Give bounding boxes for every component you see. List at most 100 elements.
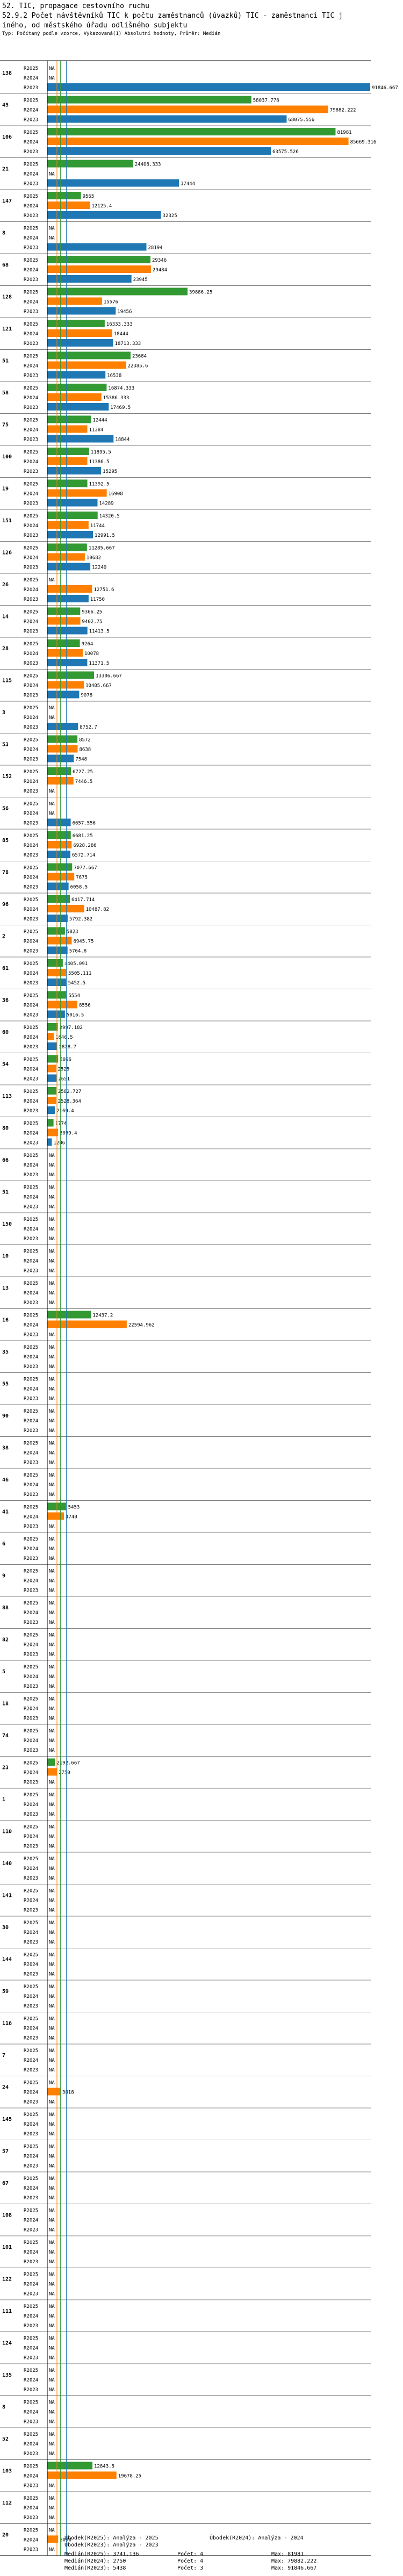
na-label: NA [49, 2323, 55, 2329]
group-label: 141 [2, 1893, 12, 1899]
series-label: R2024 [24, 1451, 38, 1456]
bar-value-label: 2192.667 [56, 1761, 80, 1766]
series-label: R2025 [24, 674, 38, 679]
bar [47, 307, 116, 315]
group-label: 128 [2, 294, 12, 300]
series-label: R2023 [24, 1269, 38, 1274]
na-label: NA [49, 2282, 55, 2287]
bar-value-label: 13306.667 [96, 674, 122, 679]
bar [47, 553, 85, 561]
series-label: R2023 [24, 821, 38, 826]
na-label: NA [49, 2154, 55, 2160]
na-label: NA [49, 1300, 55, 1306]
series-label: R2025 [24, 1441, 38, 1447]
series-label: R2025 [24, 1121, 38, 1127]
bar [47, 479, 88, 487]
series-label: R2025 [24, 226, 38, 232]
na-label: NA [49, 2196, 55, 2201]
bar-value-label: 6681.25 [73, 833, 93, 839]
na-label: NA [49, 1185, 55, 1191]
bar [47, 531, 93, 538]
group-label: 144 [2, 1957, 12, 1963]
na-label: NA [49, 2451, 55, 2457]
na-label: NA [49, 2410, 55, 2415]
series-label: R2023 [24, 2260, 38, 2265]
bar-value-label: 2528.364 [58, 1099, 81, 1104]
group-label: 121 [2, 326, 12, 332]
bar [47, 297, 102, 305]
series-label: R2025 [24, 1345, 38, 1350]
group-label: 110 [2, 1829, 12, 1835]
bar [47, 371, 106, 379]
bar-value-label: 9565 [83, 194, 95, 199]
bar [47, 735, 78, 743]
series-label: R2024 [24, 1994, 38, 1999]
bar-value-label: 11371.5 [89, 661, 109, 666]
bar-value-label: 12444 [92, 418, 107, 423]
series-label: R2023 [24, 1684, 38, 1689]
bar [47, 639, 80, 647]
series-label: R2025 [24, 2017, 38, 2022]
bar-value-label: 29484 [153, 268, 167, 273]
na-label: NA [49, 1333, 55, 1338]
na-label: NA [49, 2336, 55, 2342]
na-label: NA [49, 1345, 55, 1350]
bar [47, 489, 107, 497]
bar [47, 96, 251, 104]
series-label: R2023 [24, 1492, 38, 1498]
group-label: 150 [2, 1221, 12, 1227]
bar-value-label: 28194 [148, 246, 162, 251]
bar-value-label: 7077.667 [74, 866, 97, 871]
group-label: 103 [2, 2469, 12, 2474]
series-label: R2023 [24, 917, 38, 922]
na-label: NA [49, 1460, 55, 1466]
group-label: 1 [2, 1797, 5, 1803]
bar-value-label: 15295 [103, 469, 117, 474]
series-label: R2025 [24, 1313, 38, 1319]
na-label: NA [49, 1556, 55, 1562]
series-label: R2024 [24, 523, 38, 529]
median-2025: Medián(R2025): 3741.136 [64, 2551, 139, 2557]
series-label: R2024 [24, 1674, 38, 1680]
bar-value-label: 5554 [68, 994, 80, 999]
bar [47, 723, 78, 730]
series-label: R2023 [24, 1077, 38, 1082]
bar-value-label: 5764.8 [69, 949, 87, 954]
na-label: NA [49, 1409, 55, 1414]
na-label: NA [49, 1153, 55, 1159]
na-label: NA [49, 1780, 55, 1786]
na-label: NA [49, 1569, 55, 1574]
series-label: R2024 [24, 2538, 38, 2543]
na-label: NA [49, 1684, 55, 1689]
group-label: 21 [2, 167, 9, 172]
na-label: NA [49, 2208, 55, 2214]
na-label: NA [49, 1579, 55, 1584]
bar-value-label: 5792.382 [69, 917, 92, 922]
series-label: R2025 [24, 1057, 38, 1063]
bar-value-label: 3059.4 [60, 1131, 77, 1136]
series-label: R2023 [24, 2164, 38, 2169]
group-label: 60 [2, 1030, 9, 1035]
na-label: NA [49, 706, 55, 711]
na-label: NA [49, 1377, 55, 1383]
series-label: R2025 [24, 2272, 38, 2278]
series-label: R2024 [24, 2154, 38, 2160]
series-label: R2025 [24, 98, 38, 104]
bar-value-label: 3096 [60, 1057, 71, 1063]
series-label: R2025 [24, 1793, 38, 1798]
bar [47, 211, 161, 219]
na-label: NA [49, 1738, 55, 1744]
bar-value-label: 10487.82 [86, 907, 109, 912]
bar [47, 1023, 58, 1031]
bar-value-label: 2169.4 [56, 1109, 74, 1114]
bar-value-label: 11895.5 [91, 450, 111, 455]
series-label: R2024 [24, 2186, 38, 2191]
group-label: 88 [2, 1605, 9, 1611]
bar [47, 384, 107, 391]
na-label: NA [49, 2145, 55, 2150]
bar [47, 1138, 52, 1146]
bar [47, 467, 102, 474]
series-label: R2024 [24, 2378, 38, 2383]
series-label: R2025 [24, 2336, 38, 2342]
na-label: NA [49, 2368, 55, 2373]
